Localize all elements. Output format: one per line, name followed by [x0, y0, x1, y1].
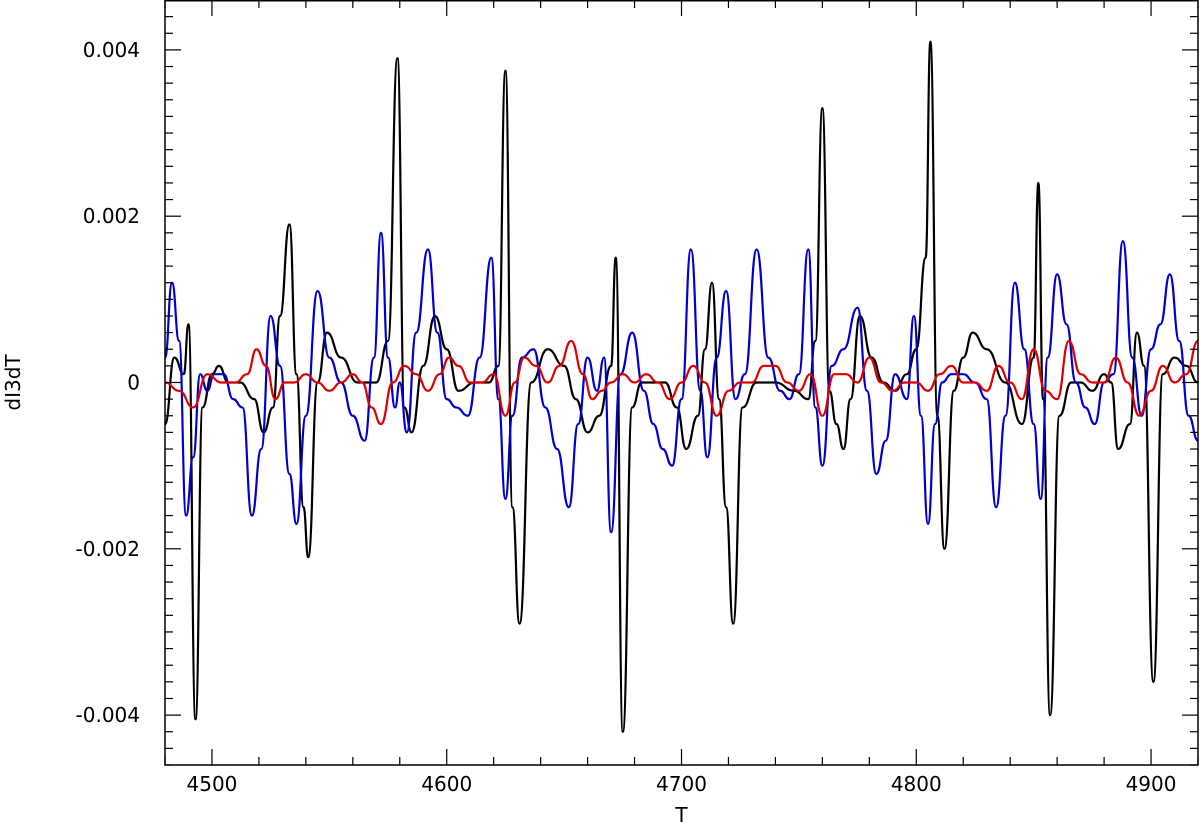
x-axis: 4500 4600 4700 4800 4900	[164, 0, 1199, 796]
y-tick-label: 0	[127, 371, 140, 395]
x-tick-label: 4700	[656, 772, 707, 796]
x-tick-label: 4800	[891, 772, 942, 796]
series-line-3	[165, 339, 1198, 426]
y-axis: -0.004 -0.002 0 0.002 0.004	[76, 0, 1198, 766]
x-tick-label: 4900	[1126, 772, 1177, 796]
y-tick-label: -0.004	[76, 703, 140, 727]
series-line-1	[165, 40, 1198, 733]
y-tick-label: 0.004	[83, 38, 140, 62]
y-axis-title: dI3dT	[1, 354, 25, 411]
y-tick-label: -0.002	[76, 537, 140, 561]
x-tick-label: 4500	[187, 772, 238, 796]
y-tick-label: 0.002	[83, 204, 140, 228]
x-axis-title: T	[674, 803, 688, 825]
series-line-2	[165, 231, 1198, 534]
series-layer	[165, 40, 1198, 733]
x-tick-label: 4600	[421, 772, 472, 796]
